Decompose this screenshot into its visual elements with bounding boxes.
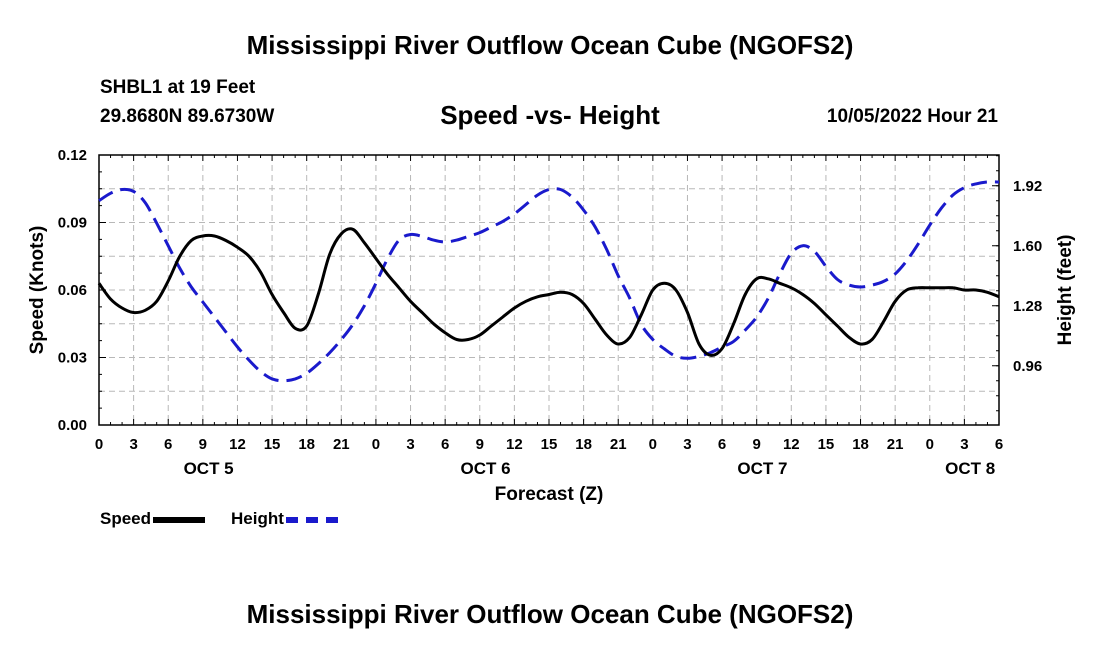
series-speed-line — [97, 227, 1000, 357]
x-tick-label: 9 — [199, 436, 207, 453]
chart-subtitle: Speed -vs- Height — [440, 100, 660, 130]
x-tick-label: 18 — [575, 436, 592, 453]
x-tick-label: 3 — [406, 436, 414, 453]
y2-tick-label: 0.96 — [1013, 358, 1042, 375]
x-tick-label: 21 — [610, 436, 627, 453]
x-tick-label: 0 — [95, 436, 103, 453]
y2-axis-label: Height (feet) — [1055, 235, 1076, 346]
chart-title-repeat: Mississippi River Outflow Ocean Cube (NG… — [246, 599, 854, 629]
x-tick-label: 18 — [852, 436, 869, 453]
axis-labels: 0 3 6 9 12 15 18 21 0 3 6 9 12 15 18 21 0 3 6 9 12 15 18 21 0 3 6O… — [58, 147, 1042, 478]
day-label: OCT 8 — [945, 459, 995, 478]
y2-tick-label: 1.28 — [1013, 298, 1042, 315]
x-tick-label: 9 — [753, 436, 761, 453]
x-tick-label: 21 — [333, 436, 350, 453]
y-tick-label: 0.12 — [58, 147, 87, 164]
x-tick-label: 6 — [164, 436, 172, 453]
gridlines — [99, 155, 999, 425]
x-tick-label: 12 — [783, 436, 800, 453]
series-height-line — [98, 180, 1000, 383]
y-tick-label: 0.06 — [58, 282, 87, 299]
x-tick-label: 15 — [541, 436, 558, 453]
day-label: OCT 6 — [461, 459, 511, 478]
x-tick-label: 9 — [476, 436, 484, 453]
series-lines — [97, 180, 1000, 383]
day-label: OCT 7 — [737, 459, 787, 478]
x-tick-label: 6 — [718, 436, 726, 453]
x-tick-label: 0 — [649, 436, 657, 453]
x-tick-label: 6 — [441, 436, 449, 453]
x-tick-label: 15 — [264, 436, 281, 453]
x-tick-label: 12 — [229, 436, 246, 453]
legend-speed: Speed — [100, 509, 206, 529]
x-tick-label: 18 — [298, 436, 315, 453]
axis-ticks — [98, 154, 1000, 426]
legend-speed-label: Speed — [100, 509, 152, 528]
legend-height-label: Height — [231, 509, 284, 528]
forecast-datetime: 10/05/2022 Hour 21 — [826, 106, 998, 127]
y2-tick-label: 1.60 — [1013, 238, 1042, 255]
legend-height-swatch — [285, 516, 338, 523]
chart-title: Mississippi River Outflow Ocean Cube (NG… — [246, 30, 854, 60]
station-coordinates: 29.8680N 89.6730W — [100, 106, 275, 127]
y-tick-label: 0.00 — [58, 417, 87, 434]
y-tick-label: 0.03 — [58, 350, 87, 367]
y-tick-label: 0.09 — [58, 215, 87, 232]
legend-height: Height — [231, 509, 338, 529]
x-tick-label: 0 — [926, 436, 934, 453]
y-axis-label: Speed (Knots) — [27, 226, 48, 355]
x-axis-label: Forecast (Z) — [495, 484, 604, 505]
x-tick-label: 3 — [129, 436, 137, 453]
x-tick-label: 3 — [960, 436, 968, 453]
x-tick-label: 21 — [887, 436, 904, 453]
x-tick-label: 12 — [506, 436, 523, 453]
x-tick-label: 0 — [372, 436, 380, 453]
day-label: OCT 5 — [184, 459, 234, 478]
y2-tick-label: 1.92 — [1013, 178, 1042, 195]
x-tick-label: 6 — [995, 436, 1003, 453]
x-tick-label: 15 — [818, 436, 835, 453]
speed-height-chart: 0 3 6 9 12 15 18 21 0 3 6 9 12 15 18 21 0 3 6 9 12 15 18 21 0 3 6O… — [27, 147, 1076, 505]
legend-speed-swatch — [153, 516, 206, 523]
x-tick-label: 3 — [683, 436, 691, 453]
station-label: SHBL1 at 19 Feet — [100, 77, 256, 98]
